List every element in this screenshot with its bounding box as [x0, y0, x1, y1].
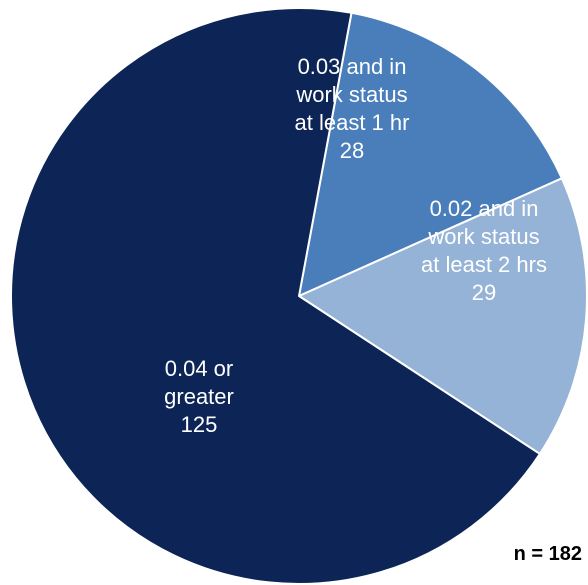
pie-labels: 0.03 and in work status at least 1 hr 280.0…	[164, 54, 547, 437]
slice-value-2: 125	[181, 412, 218, 437]
pie-slice-0	[298, 11, 563, 297]
pie-slice-2	[10, 7, 541, 585]
slice-label-line: at least 2 hrs	[421, 252, 547, 277]
slice-label-line: 0.02 and in	[430, 196, 539, 221]
slice-label-line: 0.03 and in	[298, 54, 407, 79]
slice-label-1: 0.02 and in work status at least 2 hrs 29	[421, 196, 547, 305]
slice-label-2: 0.04 or greater 125	[164, 356, 234, 437]
slice-label-0: 0.03 and in work status at least 1 hr 28	[295, 54, 410, 163]
slice-label-line: greater	[164, 384, 234, 409]
slice-value-1: 29	[472, 280, 496, 305]
slice-label-line: at least 1 hr	[295, 110, 410, 135]
slice-label-line: work status	[295, 82, 407, 107]
pie-slice-1	[298, 177, 588, 455]
slice-value-0: 28	[340, 138, 364, 163]
sample-size-label: n = 182	[514, 543, 582, 565]
pie-slices	[10, 7, 588, 585]
slice-label-line: 0.04 or	[165, 356, 234, 381]
slice-label-line: work status	[427, 224, 539, 249]
